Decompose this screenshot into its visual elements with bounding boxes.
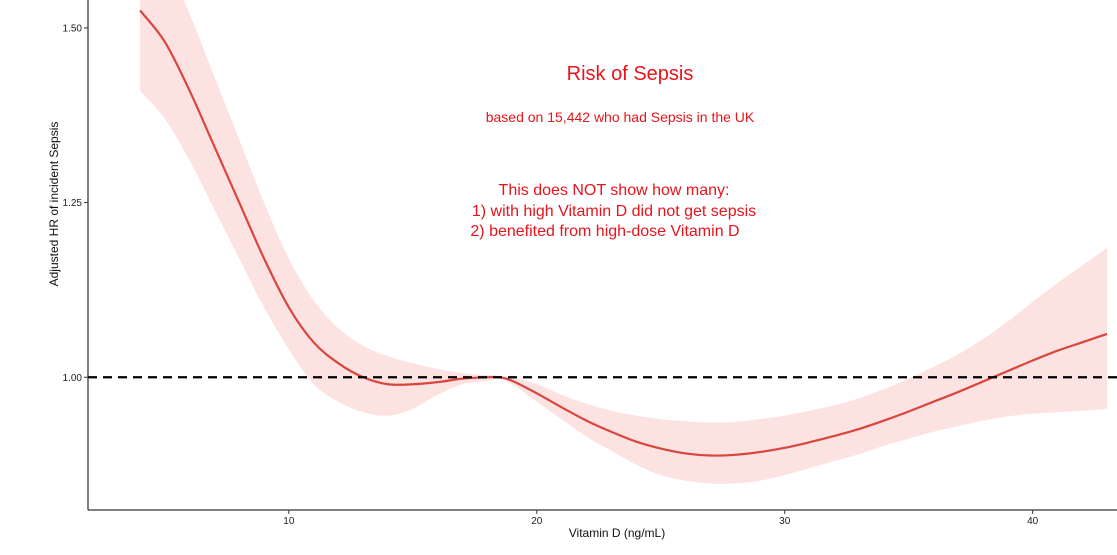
y-axis-ticks: 1.00 1.25 1.50 [63, 23, 88, 384]
chart-subtitle: based on 15,442 who had Sepsis in the UK [486, 109, 755, 125]
chart-title: Risk of Sepsis [567, 63, 694, 85]
x-axis-ticks: 10 20 30 40 [283, 510, 1039, 527]
x-tick-label: 30 [779, 516, 791, 527]
note-line-3: 2) benefited from high-dose Vitamin D [470, 223, 739, 240]
y-axis-title: Adjusted HR of incident Sepsis [47, 122, 61, 287]
x-axis-title: Vitamin D (ng/mL) [569, 526, 665, 540]
note-line-1: This does NOT show how many: [499, 182, 730, 199]
note-line-2: 1) with high Vitamin D did not get sepsi… [472, 203, 756, 220]
confidence-band [140, 0, 1108, 484]
y-tick-label: 1.00 [63, 373, 83, 384]
y-tick-label: 1.50 [63, 23, 83, 34]
hr-series-line [139, 9, 1108, 457]
x-tick-label: 40 [1027, 516, 1039, 527]
x-tick-label: 10 [283, 516, 295, 527]
x-tick-label: 20 [531, 516, 543, 527]
y-tick-label: 1.25 [63, 198, 83, 209]
